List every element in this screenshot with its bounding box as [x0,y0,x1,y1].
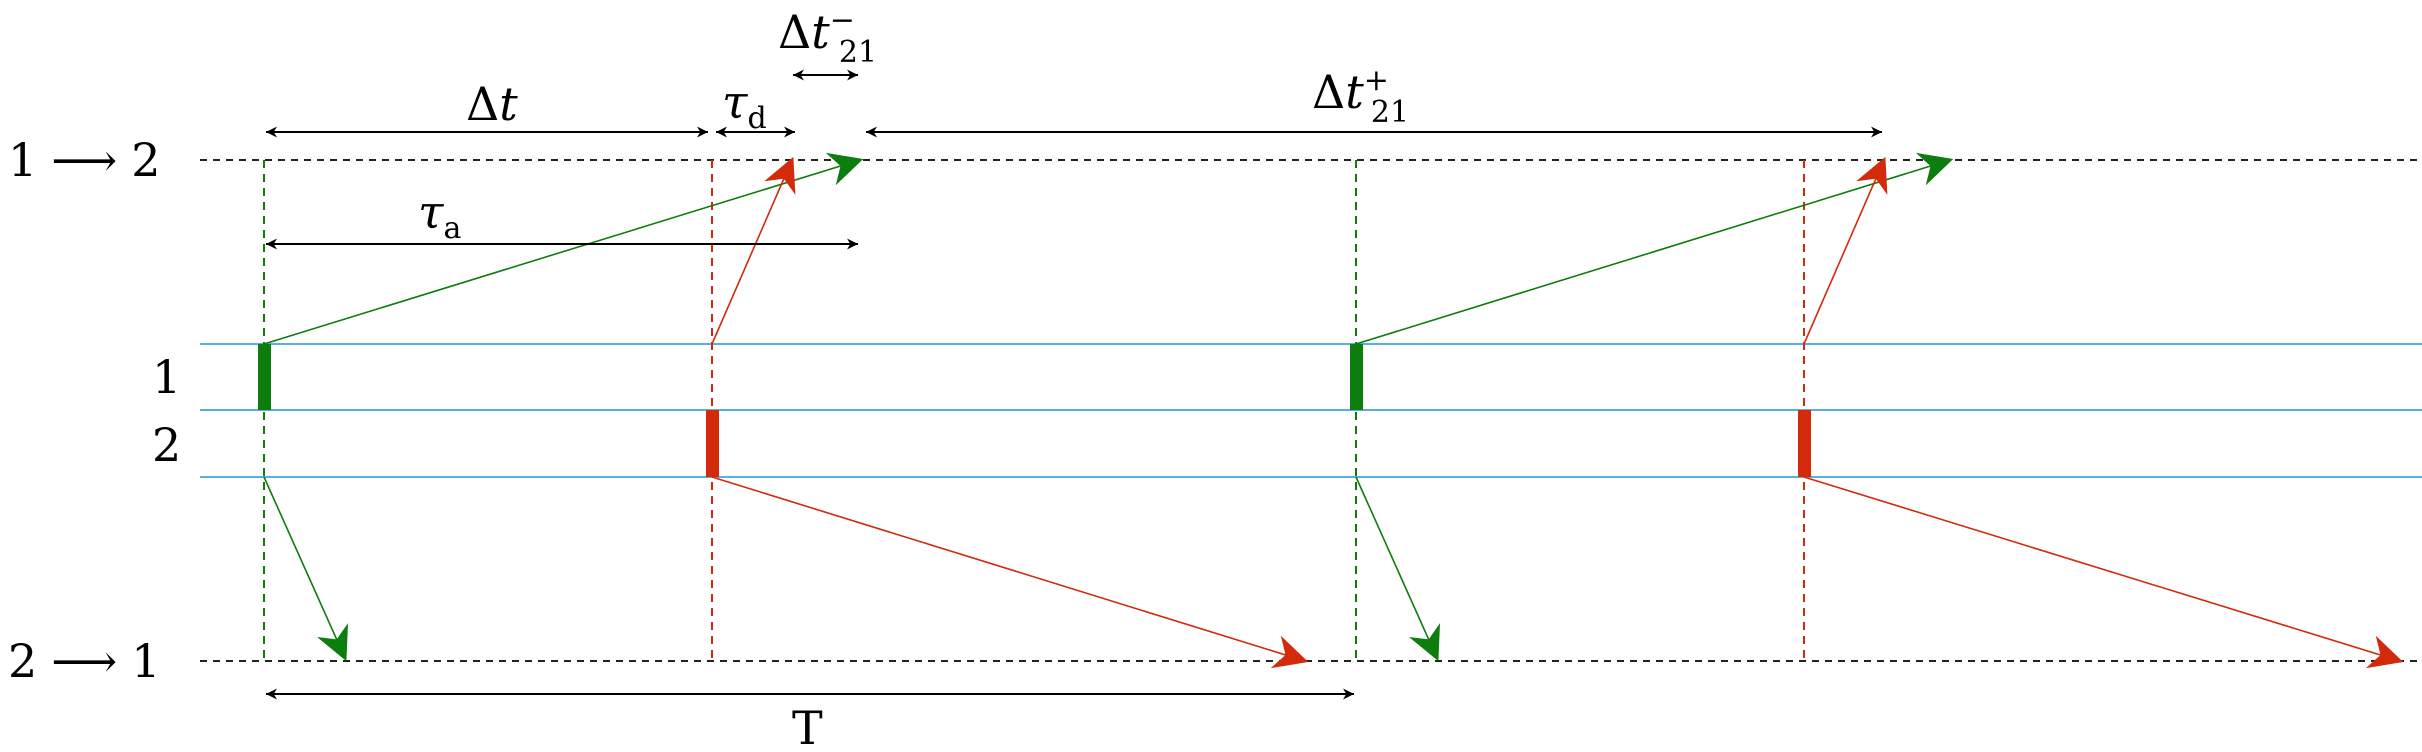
green-arrow-up-b [1355,152,1954,345]
pulse-1-green-a [258,344,271,410]
red-arrow-down-b [1803,476,2404,669]
delta-t21-plus-label: Δt+ 21 [1312,63,1409,130]
tau-d-label: τd [722,75,767,136]
row-2-label: 2 [152,418,181,472]
channel-2-to-1-label: 2 ⟶ 1 [8,634,161,688]
row-1-label: 1 [152,350,181,404]
delta-t21-minus-label: Δt− 21 [778,3,877,70]
tau-a-label: τa [418,185,461,246]
green-arrow-down-b [1355,476,1441,662]
period-label: T [792,701,823,752]
pulse-1-green-b [1350,344,1363,410]
green-arrow-down-a [263,476,349,662]
channel-1-to-2-label: 1 ⟶ 2 [8,133,161,187]
pulse-2-red-a [706,410,719,477]
green-arrow-up-a [263,152,864,345]
delta-t-label: Δt [466,77,518,131]
red-arrow-up-b [1803,156,1888,345]
red-arrow-up-a [711,156,796,345]
red-arrow-down-a [711,476,1309,669]
pulse-2-red-b [1798,410,1811,477]
